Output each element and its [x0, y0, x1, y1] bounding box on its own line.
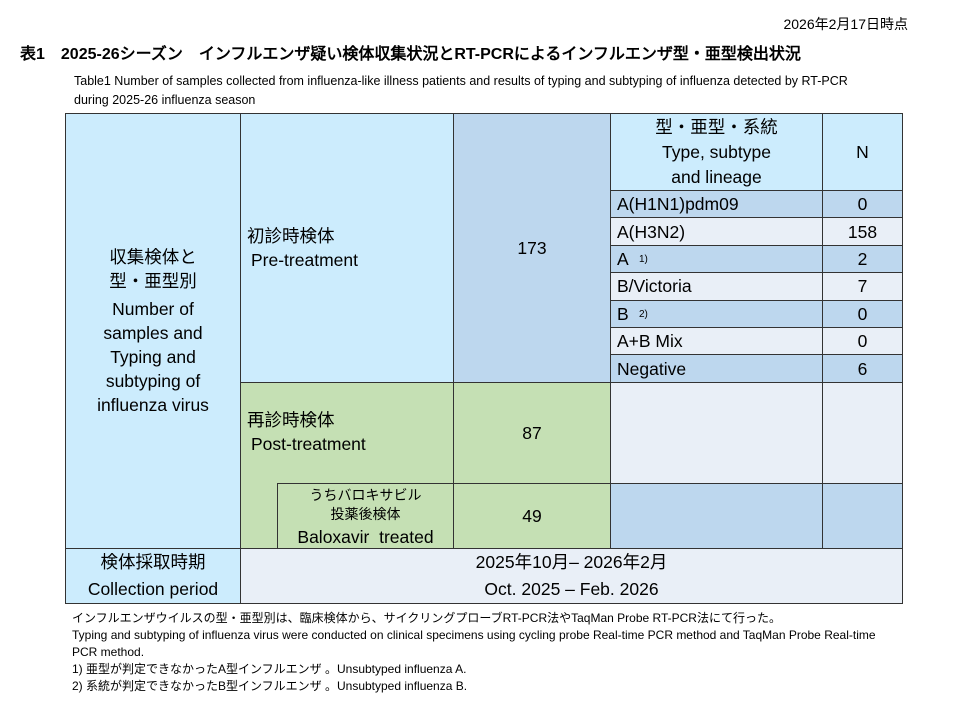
- post-n: 87: [522, 423, 542, 443]
- type-count: 158: [847, 221, 878, 242]
- balox-jp1: うちバロキサビル: [309, 487, 422, 503]
- pre-n: 173: [517, 238, 547, 258]
- row-header-en: Number of samples and Typing and subtypi…: [97, 299, 209, 415]
- n-header-text: N: [856, 142, 869, 162]
- type-label: Negative: [617, 358, 687, 379]
- balox-n: 49: [522, 506, 542, 526]
- type-label: A(H3N2): [617, 221, 686, 242]
- balox-en: Baloxavir treated: [297, 527, 434, 547]
- type-label: B/Victoria: [617, 276, 692, 297]
- empty-cell: [610, 483, 823, 549]
- type-count: 7: [857, 276, 868, 297]
- period-label-cell: 検体採取時期 Collection period: [65, 548, 241, 604]
- type-count-cell: 0: [822, 299, 903, 328]
- empty-cell: [822, 382, 903, 484]
- type-count: 6: [857, 358, 868, 379]
- type-label-cell: A+B Mix: [610, 327, 823, 356]
- type-label: A: [617, 248, 629, 269]
- type-header-en: Type, subtype and lineage: [662, 141, 771, 187]
- type-count-cell: 0: [822, 327, 903, 356]
- period-jp: 2025年10月– 2026年2月: [475, 552, 668, 572]
- footnote: 1) 亜型が判定できなかったA型インフルエンザ 。Unsubtyped infl…: [72, 662, 467, 676]
- row-header-cell: 収集検体と型・亜型別 Number of samples and Typing …: [65, 113, 241, 549]
- type-count: 0: [857, 194, 868, 215]
- type-count-cell: 158: [822, 217, 903, 246]
- type-label: A(H1N1)pdm09: [617, 194, 739, 215]
- type-label-cell: A 1): [610, 244, 823, 274]
- type-label-cell: A(H3N2): [610, 217, 823, 246]
- empty-cell: [610, 382, 823, 484]
- page-subtitle: Table1 Number of samples collected from …: [74, 74, 848, 107]
- pre-jp: 初診時検体: [247, 226, 335, 246]
- type-count: 0: [857, 303, 868, 324]
- type-label: A+B Mix: [617, 331, 683, 352]
- type-label-cell: Negative: [610, 354, 823, 383]
- footnote: Typing and subtyping of influenza virus …: [72, 628, 876, 659]
- empty-cell: [822, 483, 903, 549]
- type-count: 2: [857, 248, 868, 269]
- pre-treatment-count: 173: [453, 113, 611, 383]
- type-count-cell: 0: [822, 190, 903, 219]
- baloxavir-label-cell: うちバロキサビル 投薬後検体 Baloxavir treated: [277, 483, 454, 549]
- footnote: インフルエンザウイルスの型・亜型別は、臨床検体から、サイクリングプローブRT-P…: [72, 611, 781, 625]
- type-label-cell: B/Victoria: [610, 272, 823, 301]
- baloxavir-count: 49: [453, 483, 611, 549]
- page-title: 表1 2025-26シーズン インフルエンザ疑い検体収集状況とRT-PCRによる…: [20, 46, 801, 63]
- post-treatment-count: 87: [453, 382, 611, 484]
- footnote-ref: 1): [639, 253, 648, 265]
- as-of-date: 2026年2月17日時点: [783, 16, 908, 32]
- period-en: Oct. 2025 – Feb. 2026: [484, 579, 659, 599]
- type-count-cell: 7: [822, 272, 903, 301]
- period-label-jp: 検体採取時期: [100, 552, 206, 572]
- period-value-cell: 2025年10月– 2026年2月 Oct. 2025 – Feb. 2026: [240, 548, 903, 604]
- pre-en: Pre-treatment: [251, 250, 358, 270]
- type-label-cell: A(H1N1)pdm09: [610, 190, 823, 219]
- type-header: 型・亜型・系統 Type, subtype and lineage: [610, 113, 823, 191]
- type-count-cell: 2: [822, 244, 903, 274]
- footnote: 2) 系統が判定できなかったB型インフルエンザ 。Unsubtyped infl…: [72, 679, 468, 693]
- period-label-en: Collection period: [87, 579, 219, 599]
- footnotes: インフルエンザウイルスの型・亜型別は、臨床検体から、サイクリングプローブRT-P…: [72, 610, 892, 695]
- type-count-cell: 6: [822, 354, 903, 383]
- pre-treatment-label-cell: 初診時検体 Pre-treatment: [240, 113, 454, 383]
- type-header-jp: 型・亜型・系統: [655, 116, 778, 137]
- post-jp: 再診時検体: [247, 410, 335, 430]
- post-en: Post-treatment: [251, 434, 366, 454]
- row-header-jp: 収集検体と型・亜型別: [109, 247, 197, 291]
- n-header: N: [822, 113, 903, 191]
- type-label: B: [617, 303, 629, 324]
- type-label-cell: B 2): [610, 299, 823, 328]
- footnote-ref: 2): [639, 308, 648, 320]
- balox-jp2: 投薬後検体: [330, 506, 401, 522]
- type-count: 0: [857, 331, 868, 352]
